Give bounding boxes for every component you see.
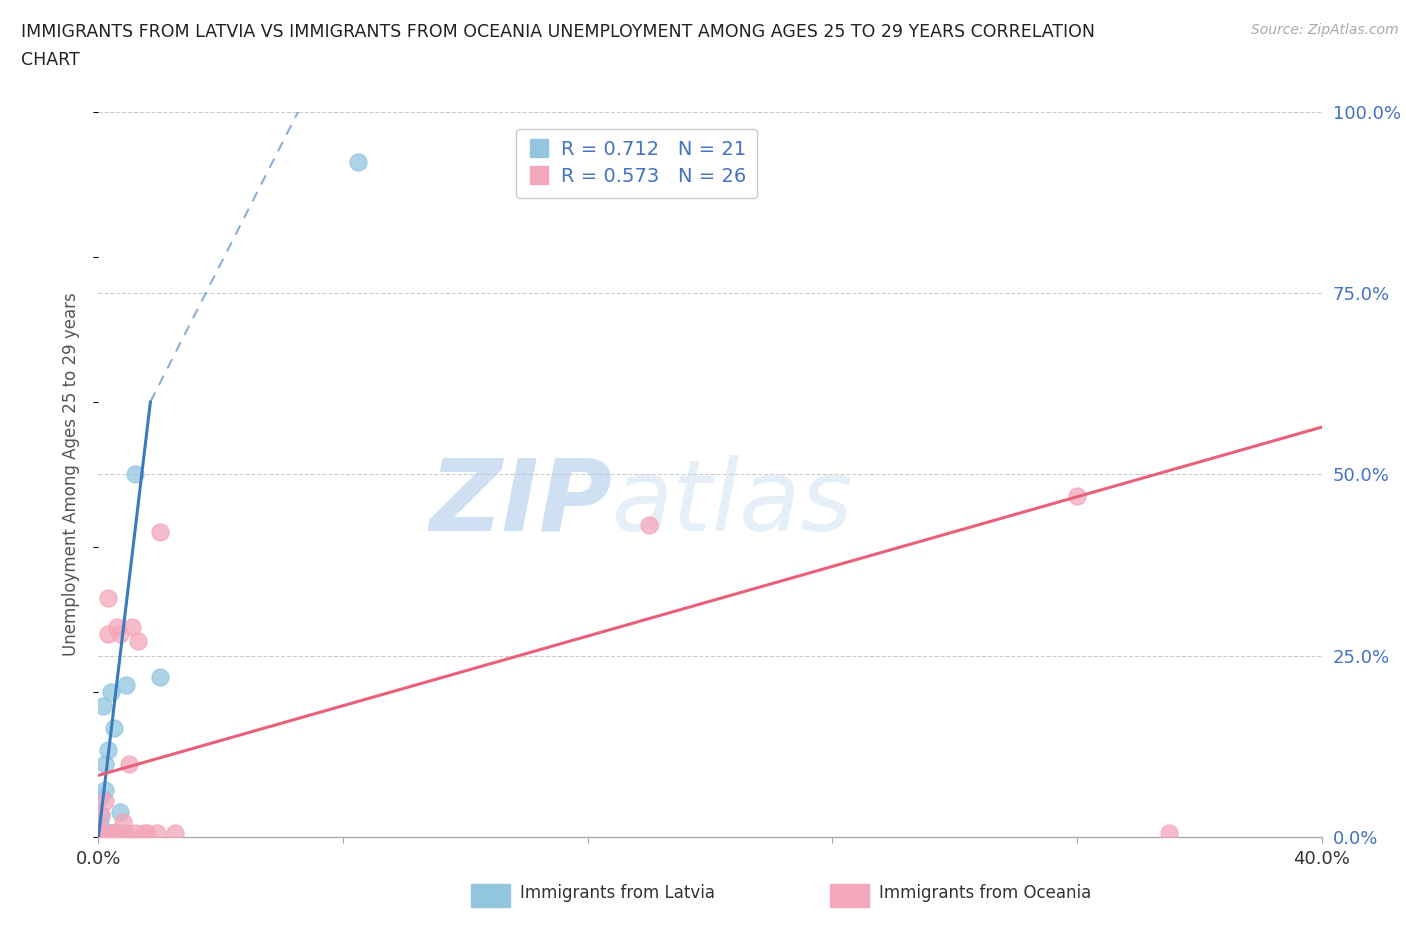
Point <box>90 826 112 841</box>
Point <box>108 804 131 819</box>
Point <box>108 826 131 841</box>
Point <box>90 808 112 823</box>
Point <box>93 757 115 772</box>
Point <box>89 826 111 841</box>
Point <box>163 826 186 841</box>
Point <box>89 826 111 841</box>
Point <box>105 826 128 841</box>
Point <box>115 677 138 692</box>
Point <box>124 467 146 482</box>
Text: IMMIGRANTS FROM LATVIA VS IMMIGRANTS FROM OCEANIA UNEMPLOYMENT AMONG AGES 25 TO : IMMIGRANTS FROM LATVIA VS IMMIGRANTS FRO… <box>21 23 1095 41</box>
Point <box>1066 488 1088 503</box>
Text: Immigrants from Latvia: Immigrants from Latvia <box>520 884 716 902</box>
Point <box>105 619 128 634</box>
Point <box>90 822 112 837</box>
Point <box>108 627 131 642</box>
Text: CHART: CHART <box>21 51 80 69</box>
Point <box>115 826 138 841</box>
Text: Immigrants from Oceania: Immigrants from Oceania <box>879 884 1091 902</box>
Text: Source: ZipAtlas.com: Source: ZipAtlas.com <box>1251 23 1399 37</box>
Point <box>127 633 149 648</box>
Point <box>90 808 112 823</box>
Point <box>111 815 134 830</box>
Point <box>100 684 122 699</box>
Point <box>91 699 114 714</box>
Y-axis label: Unemployment Among Ages 25 to 29 years: Unemployment Among Ages 25 to 29 years <box>62 292 80 657</box>
Point <box>89 815 111 830</box>
Point <box>637 518 661 533</box>
Point <box>145 826 167 841</box>
Point <box>97 591 120 605</box>
Point <box>97 742 120 757</box>
Point <box>1157 826 1180 841</box>
Point <box>121 619 143 634</box>
Point <box>134 826 156 841</box>
Text: atlas: atlas <box>612 455 853 551</box>
Point <box>103 826 125 841</box>
Point <box>111 826 134 841</box>
Point <box>100 826 122 841</box>
Point <box>93 793 115 808</box>
Point <box>103 721 125 736</box>
Point <box>149 525 172 539</box>
Point <box>149 670 172 684</box>
Legend: R = 0.712   N = 21, R = 0.573   N = 26: R = 0.712 N = 21, R = 0.573 N = 26 <box>516 128 758 198</box>
Point <box>103 826 125 841</box>
Text: ZIP: ZIP <box>429 455 612 551</box>
Point <box>93 826 115 841</box>
Point <box>100 826 122 841</box>
Point <box>118 757 141 772</box>
Point <box>124 826 146 841</box>
Point <box>347 155 370 170</box>
Point <box>93 782 115 797</box>
Point <box>97 826 120 841</box>
Point <box>97 627 120 642</box>
Point <box>136 826 159 841</box>
Point <box>90 790 112 804</box>
